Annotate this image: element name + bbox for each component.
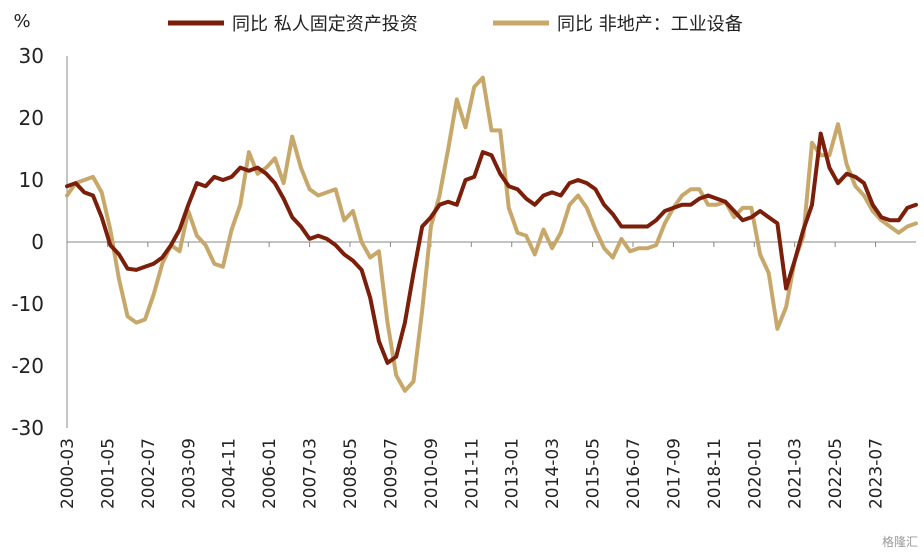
x-tick-label: 2006-01 (260, 438, 280, 509)
x-tick-label: 2014-03 (543, 438, 563, 509)
x-tick-label: 2017-09 (664, 438, 684, 509)
x-tick-label: 2021-03 (786, 438, 806, 509)
x-tick-label: 2003-09 (179, 438, 199, 509)
x-tick-label: 2008-05 (341, 438, 361, 509)
x-tick-label: 2020-01 (745, 438, 765, 509)
x-tick-label: 2009-07 (381, 438, 401, 509)
y-axis: 30 20 10 0 -10 -20 -30 (11, 44, 44, 440)
y-tick-label: -20 (11, 354, 44, 378)
legend: 同比 私人固定资产投资 同比 非地产：工业设备 (168, 14, 743, 35)
x-tick-label: 2010-09 (422, 438, 442, 509)
y-tick-label: 30 (19, 44, 44, 68)
x-tick-label: 2023-07 (867, 438, 887, 509)
legend-label-2: 同比 非地产：工业设备 (557, 14, 743, 35)
x-tick-label: 2000-03 (58, 438, 78, 509)
x-tick-label: 2001-05 (98, 438, 118, 509)
x-tick-label: 2011-11 (462, 438, 482, 509)
x-tick-label: 2016-07 (624, 438, 644, 509)
y-tick-label: 0 (31, 230, 44, 254)
x-axis: 2000-03 2001-05 2002-07 2003-09 2004-11 2006-… (58, 242, 887, 509)
x-tick-label: 2022-05 (826, 438, 846, 509)
y-tick-label: 10 (19, 168, 44, 192)
x-tick-label: 2007-03 (301, 438, 321, 509)
y-axis-unit: % (13, 11, 30, 32)
legend-label-1: 同比 私人固定资产投资 (232, 14, 418, 35)
y-tick-label: -30 (11, 416, 44, 440)
series-line-2 (65, 75, 918, 393)
series-line-1 (65, 131, 918, 365)
y-tick-label: 20 (19, 106, 44, 130)
x-tick-label: 2004-11 (220, 438, 240, 509)
x-tick-label: 2013-01 (503, 438, 523, 509)
x-tick-label: 2018-11 (705, 438, 725, 509)
series-layer (65, 75, 918, 393)
y-tick-label: -10 (11, 292, 44, 316)
watermark: 格隆汇 (882, 534, 918, 549)
x-tick-label: 2015-05 (584, 438, 604, 509)
x-tick-label: 2002-07 (139, 438, 159, 509)
